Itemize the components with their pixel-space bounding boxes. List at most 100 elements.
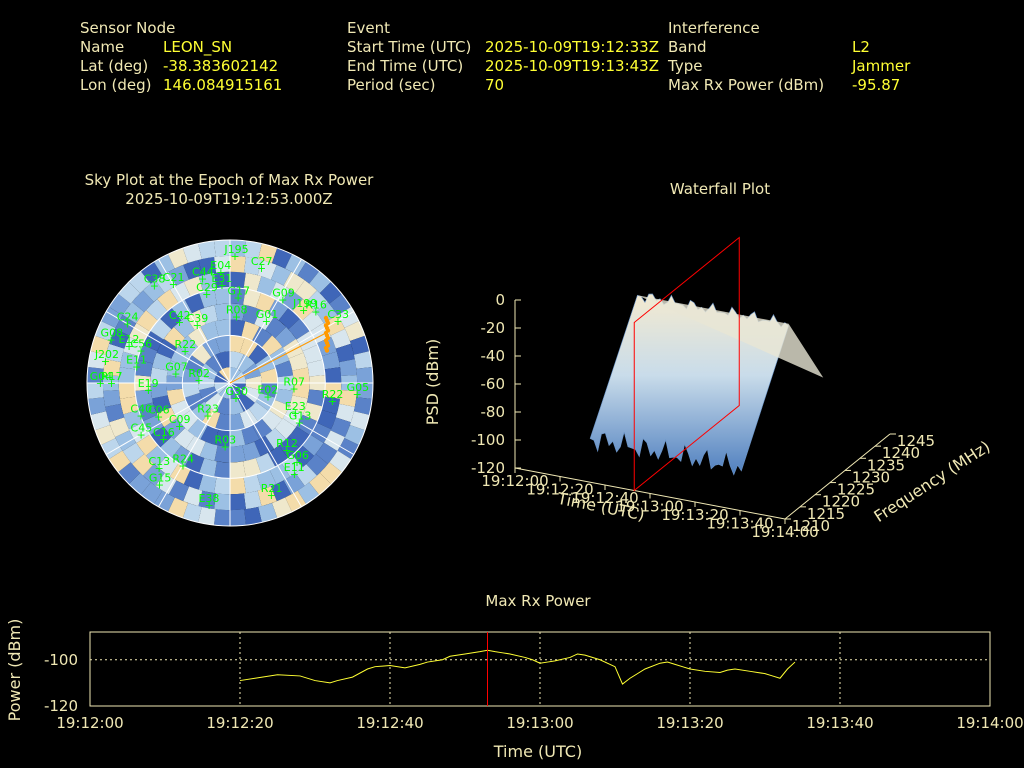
satellite-label: E31	[211, 272, 232, 285]
sensor-lon-label: Lon (deg)	[80, 76, 152, 94]
waterfall-frequency-tick-label: 1215	[807, 505, 845, 523]
waterfall-frequency-tick-label: 1220	[822, 493, 860, 511]
satellite-marker: +	[299, 304, 308, 317]
satellite-marker: +	[101, 355, 110, 368]
power-plot-y-tick-label: -100	[44, 651, 78, 669]
event-end-label: End Time (UTC)	[347, 57, 464, 75]
satellite-marker: +	[263, 391, 272, 404]
satellite-label: E23	[285, 400, 306, 413]
interference-power-label: Max Rx Power (dBm)	[668, 76, 825, 94]
satellite-marker: +	[123, 317, 132, 330]
sensor-name-value: LEON_SN	[163, 38, 233, 56]
sensor-lon-value: 146.084915161	[163, 76, 283, 94]
sky-azimuth-spoke	[229, 382, 302, 508]
satellite-label: G01	[256, 308, 279, 321]
satellite-marker: +	[175, 316, 184, 329]
satellite-label: C09	[169, 413, 191, 426]
satellite-label: E11	[126, 353, 147, 366]
sensor-lat-value: -38.383602142	[163, 57, 279, 75]
satellite-label: J199	[292, 297, 317, 310]
waterfall-title: Waterfall Plot	[669, 180, 771, 198]
interference-heading: Interference	[668, 19, 760, 37]
satellite-marker: +	[217, 279, 226, 292]
satellite-label: C40	[130, 403, 152, 416]
satellite-label: G07	[165, 360, 188, 373]
waterfall-psd-tick-label: -80	[481, 403, 506, 421]
satellite-label: R12	[276, 437, 298, 450]
satellite-label: G17	[227, 285, 250, 298]
sensor-name-label: Name	[80, 38, 125, 56]
satellite-label: G13	[289, 410, 312, 423]
waterfall-psd-tick-label: -20	[481, 319, 506, 337]
satellite-label: J202	[94, 348, 119, 361]
sky-azimuth-spoke	[105, 311, 231, 384]
power-plot-title: Max Rx Power	[485, 592, 591, 610]
satellite-marker: +	[289, 383, 298, 396]
satellite-marker: +	[232, 311, 241, 324]
waterfall-time-tick-label: 19:12:00	[481, 472, 548, 490]
satellite-marker: +	[292, 456, 301, 469]
satellite-marker: +	[194, 374, 203, 387]
sky-azimuth-spoke	[105, 382, 231, 455]
waterfall-frequency-tick-label: 1225	[837, 481, 875, 499]
sky-azimuth-spoke	[158, 382, 231, 508]
satellite-label: C16	[153, 426, 175, 439]
satellite-marker: +	[233, 292, 242, 305]
event-period-label: Period (sec)	[347, 76, 436, 94]
satellite-marker: +	[171, 367, 180, 380]
waterfall-frequency-tick-label: 1240	[882, 444, 920, 462]
satellite-label: C44	[192, 266, 214, 279]
satellite-marker: +	[175, 420, 184, 433]
satellite-marker: +	[328, 395, 337, 408]
sky-plot-subtitle: 2025-10-09T19:12:53.000Z	[125, 190, 333, 208]
satellite-label: G15	[149, 472, 172, 485]
satellite-marker: +	[107, 334, 116, 347]
sky-azimuth-spoke	[229, 258, 302, 384]
satellite-marker: +	[198, 273, 207, 286]
satellite-marker: +	[144, 384, 153, 397]
satellite-marker: +	[202, 288, 211, 301]
satellite-label: R16	[305, 299, 327, 312]
satellite-marker: +	[295, 417, 304, 430]
satellite-label: R07	[283, 376, 305, 389]
power-plot-y-tick-label: -120	[44, 697, 78, 715]
waterfall-frequency-axis	[784, 433, 891, 520]
satellite-marker: +	[311, 306, 320, 319]
satellite-marker: +	[291, 407, 300, 420]
interference-type-value: Jammer	[852, 57, 911, 75]
event-end-value: 2025-10-09T19:13:43Z	[485, 57, 659, 75]
satellite-marker: +	[333, 315, 342, 328]
power-plot-x-tick-label: 19:12:00	[56, 714, 123, 732]
waterfall-epoch-plane	[633, 236, 740, 492]
satellite-marker: +	[132, 360, 141, 373]
satellite-marker: +	[267, 489, 276, 502]
waterfall-frequency-tick-label: 1210	[792, 517, 830, 535]
power-plot-xlabel: Time (UTC)	[493, 742, 582, 761]
sensor-lat-label: Lat (deg)	[80, 57, 149, 75]
satellite-label: C45	[131, 422, 153, 435]
waterfall-frequency-tick-label: 1235	[867, 456, 905, 474]
sky-azimuth-spoke	[158, 258, 231, 384]
satellite-marker: +	[216, 266, 225, 279]
power-plot-x-tick-label: 19:13:00	[506, 714, 573, 732]
satellite-label: E12	[118, 333, 139, 346]
waterfall-time-tick-label: 19:12:40	[571, 489, 638, 507]
satellite-label: C33	[327, 308, 349, 321]
waterfall-time-tick-label: 19:14:00	[751, 523, 818, 541]
waterfall-psd-tick-label: -40	[481, 347, 506, 365]
sky-heatmap	[87, 240, 373, 526]
satellite-marker: +	[290, 468, 299, 481]
waterfall-frequency-tick-label: 1230	[852, 468, 890, 486]
satellite-label: R03	[214, 433, 236, 446]
satellite-label: G08	[101, 327, 124, 340]
sky-azimuth-spoke	[229, 311, 355, 384]
satellite-marker: +	[204, 499, 213, 512]
satellite-marker: +	[203, 410, 212, 423]
power-plot-x-tick-label: 19:13:20	[656, 714, 723, 732]
satellite-label: C06	[148, 404, 170, 417]
satellite-marker: +	[231, 392, 240, 405]
satellite-label: C13	[149, 455, 171, 468]
satellite-label: G09	[272, 286, 295, 299]
